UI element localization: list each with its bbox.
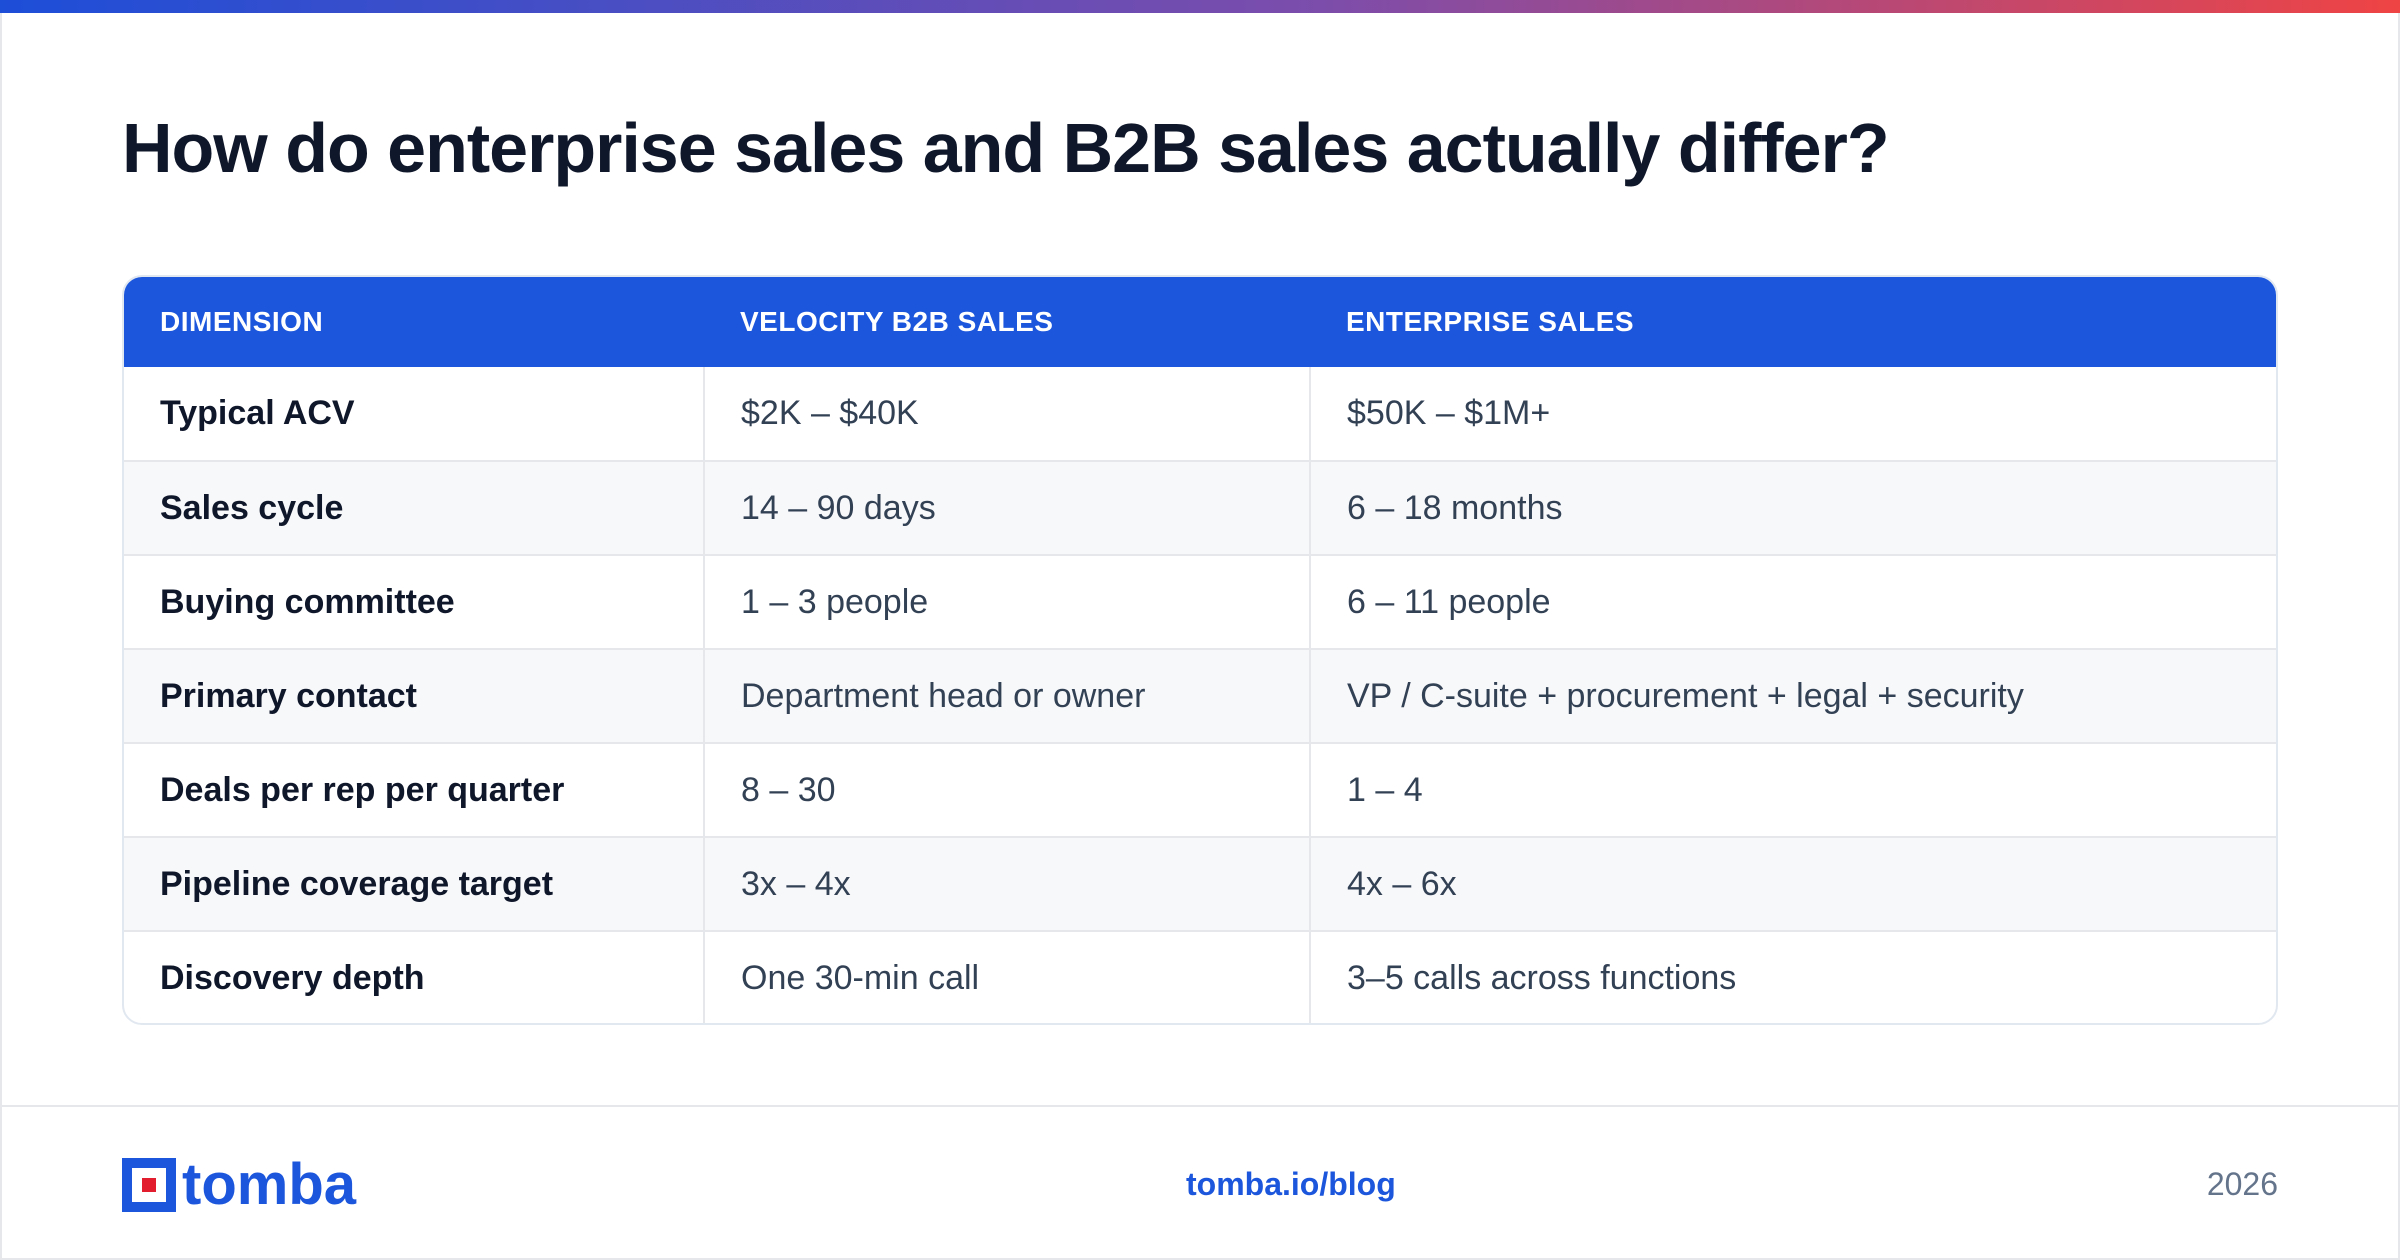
table-row: Buying committee 1 – 3 people 6 – 11 peo… [124, 555, 2276, 649]
table-row: Deals per rep per quarter 8 – 30 1 – 4 [124, 743, 2276, 837]
blog-link[interactable]: tomba.io/blog [1186, 1166, 1396, 1202]
row-dimension: Typical ACV [160, 394, 355, 432]
row-enterprise-value: 4x – 6x [1309, 837, 2276, 931]
row-dimension: Sales cycle [160, 488, 344, 527]
row-dimension: Discovery depth [160, 959, 425, 997]
footer-divider [0, 1105, 2400, 1107]
row-enterprise-value: 3–5 calls across functions [1309, 931, 2276, 1023]
row-velocity-value: 8 – 30 [703, 743, 1310, 837]
row-dimension: Primary contact [160, 676, 417, 715]
tomba-logo: tomba [122, 1152, 356, 1217]
header-enterprise: ENTERPRISE SALES [1346, 306, 1635, 337]
row-velocity-value: Department head or owner [703, 649, 1310, 743]
row-enterprise-value: 6 – 11 people [1309, 555, 2276, 649]
row-enterprise-value: 1 – 4 [1309, 743, 2276, 837]
row-dimension: Pipeline coverage target [160, 864, 554, 903]
row-velocity-value: 3x – 4x [703, 837, 1310, 931]
header-velocity-b2b: VELOCITY B2B SALES [740, 306, 1054, 337]
comparison-table: DIMENSION VELOCITY B2B SALES ENTERPRISE … [122, 275, 2278, 1025]
top-gradient-bar [0, 0, 2400, 13]
row-velocity-value: 1 – 3 people [703, 555, 1310, 649]
table-row: Primary contact Department head or owner… [124, 649, 2276, 743]
table-row: Pipeline coverage target 3x – 4x 4x – 6x [124, 837, 2276, 931]
page-title: How do enterprise sales and B2B sales ac… [122, 109, 1890, 187]
footer-year: 2026 [2206, 1166, 2278, 1202]
row-velocity-value: 14 – 90 days [703, 461, 1310, 555]
row-dimension: Buying committee [160, 582, 455, 621]
row-velocity-value: $2K – $40K [703, 367, 1310, 461]
table-row: Typical ACV $2K – $40K $50K – $1M+ [124, 367, 2276, 461]
table-row: Sales cycle 14 – 90 days 6 – 18 months [124, 461, 2276, 555]
table-header-row: DIMENSION VELOCITY B2B SALES ENTERPRISE … [124, 277, 2276, 367]
table-row: Discovery depth One 30-min call 3–5 call… [124, 931, 2276, 1023]
logo-wordmark: tomba [182, 1152, 356, 1217]
row-velocity-value: One 30-min call [703, 931, 1310, 1023]
row-enterprise-value: 6 – 18 months [1309, 461, 2276, 555]
header-dimension: DIMENSION [160, 306, 324, 337]
row-enterprise-value: $50K – $1M+ [1309, 367, 2276, 461]
tomba-logo-mark-icon [122, 1158, 176, 1212]
row-dimension: Deals per rep per quarter [160, 770, 565, 809]
row-enterprise-value: VP / C-suite + procurement + legal + sec… [1309, 649, 2276, 743]
